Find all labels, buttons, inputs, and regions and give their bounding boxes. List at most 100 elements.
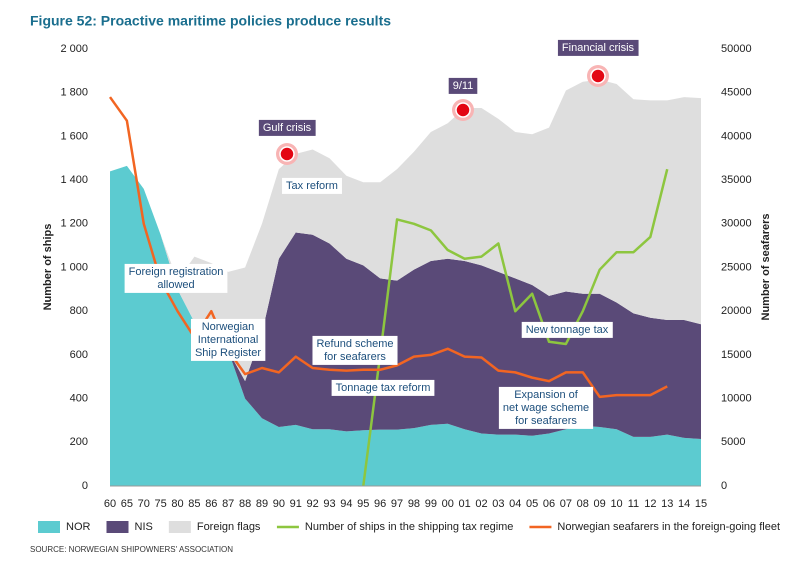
annotation-text: Tax reform [286, 180, 338, 192]
annotation-box [190, 318, 266, 361]
y2-tick-label: 50000 [721, 43, 752, 55]
annotation-text: for seafarers [515, 415, 577, 427]
chart-title: Figure 52: Proactive maritime policies p… [30, 13, 391, 29]
annotation-text: Expansion of [514, 389, 579, 401]
x-tick-label: 05 [526, 498, 538, 510]
x-tick-label: 11 [628, 498, 639, 510]
event-box [258, 119, 316, 136]
x-tick-label: 00 [442, 498, 454, 510]
x-tick-label: 88 [239, 498, 251, 510]
event-label: Gulf crisis [263, 122, 312, 134]
x-tick-label: 98 [408, 498, 420, 510]
y2-tick-label: 0 [721, 480, 727, 492]
legend-swatch [38, 521, 60, 533]
x-tick-label: 75 [155, 498, 167, 510]
y2-tick-label: 30000 [721, 218, 752, 230]
annotations: Gulf crisis 9/11 Financial crisis Tax refor… [124, 39, 639, 429]
x-tick-label: 14 [678, 498, 690, 510]
x-tick-label: 06 [543, 498, 555, 510]
x-tick-label: 97 [391, 498, 403, 510]
y2-tick-label: 5000 [721, 436, 745, 448]
y-tick-label: 1 200 [60, 218, 88, 230]
y2-tick-label: 45000 [721, 87, 752, 99]
x-tick-label: 80 [171, 498, 183, 510]
legend-label: NOR [66, 521, 91, 533]
x-tick-label: 94 [340, 498, 352, 510]
event-dot [279, 146, 295, 162]
y-tick-label: 400 [70, 393, 88, 405]
y-tick-label: 0 [82, 480, 88, 492]
y2-tick-label: 20000 [721, 305, 752, 317]
y2-tick-label: 15000 [721, 349, 752, 361]
annotation: Tax reform [282, 177, 342, 194]
x-tick-label: 89 [256, 498, 268, 510]
y-tick-label: 800 [70, 305, 88, 317]
area [110, 165, 701, 486]
event-box [557, 39, 639, 56]
annotation-text: for seafarers [324, 351, 386, 363]
x-tick-label: 99 [425, 498, 437, 510]
annotation-text: International [198, 334, 259, 346]
line [362, 168, 669, 487]
legend-label: Norwegian seafarers in the foreign-going… [557, 521, 780, 533]
event-label: 9/11 [453, 80, 474, 92]
annotation-box [521, 321, 613, 338]
x-tick-label: 95 [357, 498, 369, 510]
annotation-box [331, 379, 435, 396]
annotation-box [124, 263, 228, 293]
x-tick-label: 09 [594, 498, 606, 510]
annotation-text: New tonnage tax [526, 324, 609, 336]
x-tick-label: 07 [560, 498, 572, 510]
y2-tick-label: 40000 [721, 130, 752, 142]
x-tick-label: 02 [475, 498, 487, 510]
y-tick-label: 1 000 [60, 261, 88, 273]
event-box [448, 77, 478, 94]
x-tick-label: 15 [695, 498, 707, 510]
x-tick-label: 13 [661, 498, 673, 510]
annotation-text: Refund scheme [316, 338, 393, 350]
x-tick-label: 92 [307, 498, 319, 510]
annotation-text: Foreign registration [129, 266, 224, 278]
x-tick-label: 65 [121, 498, 133, 510]
y-tick-label: 2 000 [60, 43, 88, 55]
annotation: New tonnage tax [521, 321, 613, 338]
event-label: Financial crisis [562, 42, 635, 54]
x-tick-label: 60 [104, 498, 116, 510]
x-tick-label: 87 [222, 498, 234, 510]
source: SOURCE: NORWEGIAN SHIPOWNERS' ASSOCIATIO… [30, 545, 233, 554]
area [110, 79, 701, 382]
x-tick-label: 85 [188, 498, 200, 510]
x-tick-label: 91 [290, 498, 302, 510]
x-tick-label: 03 [492, 498, 504, 510]
legend-label: NIS [135, 521, 153, 533]
legend-label: Foreign flags [197, 521, 261, 533]
y-axis-label: Number of ships [42, 224, 54, 311]
x-tick-label: 90 [273, 498, 285, 510]
legend-label: Number of ships in the shipping tax regi… [305, 521, 514, 533]
y2-tick-label: 35000 [721, 174, 752, 186]
annotation: Tonnage tax reform [331, 379, 435, 396]
annotation-box [498, 386, 594, 429]
x-tick-label: 86 [205, 498, 217, 510]
event-dot [590, 68, 606, 84]
y-tick-label: 600 [70, 349, 88, 361]
x-tick-label: 01 [458, 498, 470, 510]
y2-tick-label: 10000 [721, 393, 752, 405]
y2-tick-label: 25000 [721, 261, 752, 273]
x-tick-label: 08 [577, 498, 589, 510]
y-tick-label: 1 600 [60, 130, 88, 142]
event-dot [455, 102, 471, 118]
x-tick-label: 04 [509, 498, 521, 510]
x-tick-label: 93 [323, 498, 335, 510]
x-tick-label: 96 [374, 498, 386, 510]
y-tick-label: 200 [70, 436, 88, 448]
legend-swatch [106, 521, 129, 533]
annotation-box [282, 177, 342, 194]
annotation-text: Tonnage tax reform [336, 382, 431, 394]
y-tick-label: 1 400 [60, 174, 88, 186]
